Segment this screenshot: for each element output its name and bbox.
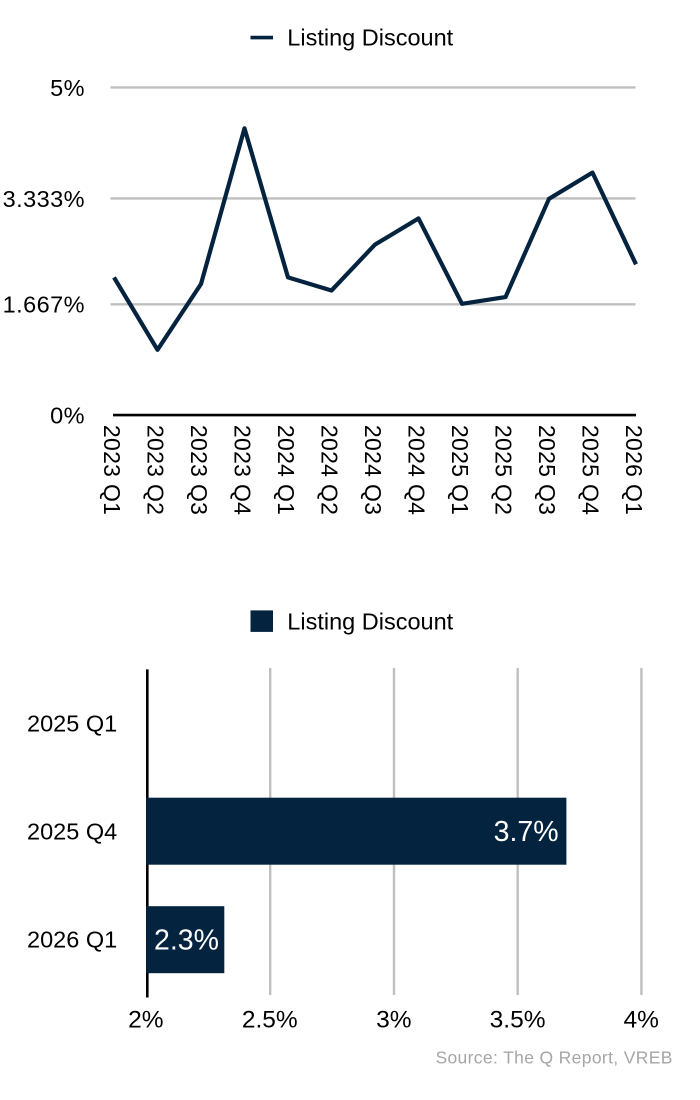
- svg-text:4%: 4%: [623, 1006, 658, 1033]
- svg-text:1.667%: 1.667%: [3, 292, 85, 318]
- svg-text:2026 Q1: 2026 Q1: [621, 425, 647, 515]
- svg-text:2.3%: 2.3%: [154, 925, 219, 957]
- svg-text:2023 Q2: 2023 Q2: [143, 425, 169, 515]
- svg-text:2025 Q1: 2025 Q1: [447, 425, 473, 515]
- svg-text:3%: 3%: [376, 1006, 411, 1033]
- svg-text:3.5%: 3.5%: [490, 1006, 546, 1033]
- svg-text:2023 Q3: 2023 Q3: [186, 425, 212, 515]
- svg-text:2025 Q2: 2025 Q2: [491, 425, 517, 515]
- svg-text:Listing Discount: Listing Discount: [287, 25, 453, 51]
- svg-text:5%: 5%: [50, 75, 85, 101]
- svg-text:3.333%: 3.333%: [3, 186, 85, 212]
- svg-text:2023 Q1: 2023 Q1: [99, 425, 125, 515]
- svg-text:Source: The Q Report, VREB: Source: The Q Report, VREB: [435, 1047, 672, 1067]
- svg-text:2023 Q4: 2023 Q4: [230, 425, 256, 515]
- svg-text:2025 Q4: 2025 Q4: [27, 819, 117, 845]
- svg-text:2.5%: 2.5%: [242, 1006, 298, 1033]
- svg-text:Listing Discount: Listing Discount: [287, 609, 453, 635]
- svg-text:2024 Q2: 2024 Q2: [317, 425, 343, 515]
- svg-text:2024 Q3: 2024 Q3: [360, 425, 386, 515]
- svg-text:2024 Q4: 2024 Q4: [404, 425, 430, 515]
- svg-text:2025 Q1: 2025 Q1: [27, 711, 117, 737]
- svg-text:2026 Q1: 2026 Q1: [27, 927, 117, 953]
- svg-text:0%: 0%: [50, 402, 85, 428]
- svg-text:3.7%: 3.7%: [494, 816, 559, 848]
- svg-text:2025 Q4: 2025 Q4: [578, 425, 604, 515]
- svg-text:2025 Q3: 2025 Q3: [534, 425, 560, 515]
- svg-text:2%: 2%: [128, 1006, 163, 1033]
- svg-text:2024 Q1: 2024 Q1: [273, 425, 299, 515]
